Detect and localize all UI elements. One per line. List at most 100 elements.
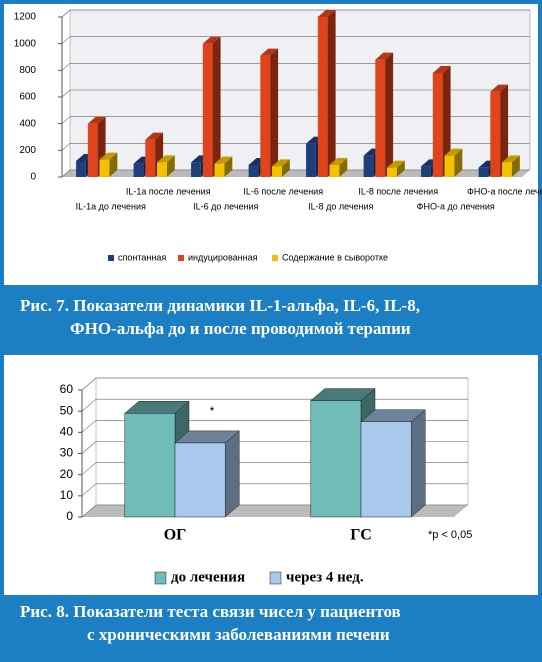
x-tick-label: IL-6 после лечения: [243, 186, 323, 196]
x-tick-label: ФНО-a до лечения: [417, 201, 495, 211]
y-tick-label: 800: [19, 65, 36, 76]
y-tick-label: 0: [66, 509, 73, 523]
bar-side: [224, 156, 233, 177]
grid-line-side: [61, 36, 71, 44]
bar-side: [166, 155, 175, 177]
bar: [317, 17, 328, 177]
grid-line-side: [81, 398, 97, 412]
bar-top: [260, 48, 279, 56]
grid-line-side: [81, 441, 97, 454]
grid-line-side: [81, 504, 97, 518]
bar: [306, 143, 316, 177]
legend-label: индуцированная: [188, 252, 258, 262]
y-tick-label: 600: [19, 92, 36, 103]
bar: [260, 55, 271, 177]
bar-top: [214, 156, 233, 164]
bar-side: [109, 152, 118, 177]
grid-line-side: [61, 89, 71, 98]
grid-line-side: [61, 169, 71, 178]
bar: [432, 73, 443, 177]
bar-side: [339, 158, 348, 177]
bar: [76, 161, 86, 177]
bar-top: [317, 10, 336, 17]
bar-side: [396, 160, 405, 177]
x-tick-label: IL-8 до лечения: [308, 201, 373, 211]
annotation: *: [210, 404, 215, 418]
y-tick-label: 60: [60, 382, 74, 396]
bar-top: [87, 116, 106, 124]
x-tick-label: ГС: [350, 527, 372, 544]
bar: [157, 162, 167, 177]
y-tick-label: 50: [60, 403, 74, 417]
grid-line-side: [61, 116, 71, 124]
x-tick-label: IL-6 до лечения: [193, 201, 258, 211]
legend-label: спонтанная: [118, 252, 166, 262]
bar-side: [327, 10, 336, 177]
bar: [174, 442, 226, 518]
legend-swatch: [272, 255, 278, 261]
grid-line-side: [81, 377, 97, 391]
legend-swatch: [154, 571, 167, 585]
caption: ФНО-альфа до и после проводимой терапии: [70, 319, 411, 338]
bar-top: [202, 36, 221, 44]
bar: [87, 123, 98, 177]
grid-line-side: [81, 420, 97, 433]
x-tick-label: IL-1a после лечения: [126, 186, 211, 196]
grid-line-side: [81, 483, 97, 497]
y-tick-label: 30: [60, 446, 74, 460]
bar: [360, 421, 412, 518]
y-tick-label: 1200: [14, 12, 37, 23]
bar-top: [145, 132, 164, 140]
bar: [502, 162, 512, 177]
bar-side: [281, 159, 290, 177]
y-tick-label: 1000: [14, 38, 37, 49]
bar: [272, 166, 282, 177]
y-tick-label: 10: [60, 488, 74, 502]
grid-line-side: [61, 143, 71, 151]
legend-swatch: [178, 255, 184, 261]
y-tick-label: 400: [19, 118, 36, 129]
y-tick-label: 200: [19, 145, 36, 156]
bar: [99, 159, 110, 177]
bar: [133, 163, 144, 177]
x-tick-label: ФНО-a после лечения: [467, 186, 542, 196]
bar-side: [410, 409, 426, 518]
legend-swatch: [108, 255, 114, 261]
bar: [421, 166, 431, 177]
note: *p < 0,05: [428, 529, 472, 541]
bar: [490, 91, 501, 177]
legend-swatch: [269, 571, 282, 585]
bar: [375, 59, 386, 177]
bar-side: [212, 36, 221, 177]
y-tick-label: 0: [30, 172, 36, 183]
bar: [202, 43, 213, 177]
bar: [329, 165, 340, 177]
bar-side: [224, 430, 240, 518]
bar: [124, 413, 176, 518]
bar-top: [272, 159, 290, 167]
bar-top: [329, 158, 348, 165]
bar-top: [375, 52, 394, 60]
caption: с хроническими заболеваниями печени: [87, 625, 390, 644]
x-tick-label: ОГ: [164, 527, 187, 544]
bar: [145, 139, 156, 177]
bar: [310, 400, 362, 518]
bar-top: [157, 155, 175, 163]
legend-label: через 4 нед.: [286, 569, 364, 585]
floor: [62, 170, 530, 177]
bar: [214, 163, 225, 177]
grid-line-side: [61, 63, 71, 71]
y-tick-label: 20: [60, 467, 74, 481]
bar: [191, 162, 201, 177]
bar: [478, 167, 489, 177]
x-tick-label: IL-1a до лечения: [76, 201, 146, 211]
bar-side: [385, 52, 394, 177]
bar-top: [502, 155, 520, 163]
bar-side: [442, 66, 451, 177]
bar-top: [99, 152, 118, 160]
bar: [387, 167, 397, 177]
bar-top: [432, 66, 451, 73]
legend-label: Содержание в сыворотке: [282, 252, 388, 262]
caption: Рис. 7. Показатели динамики IL-1-альфа, …: [20, 296, 420, 315]
